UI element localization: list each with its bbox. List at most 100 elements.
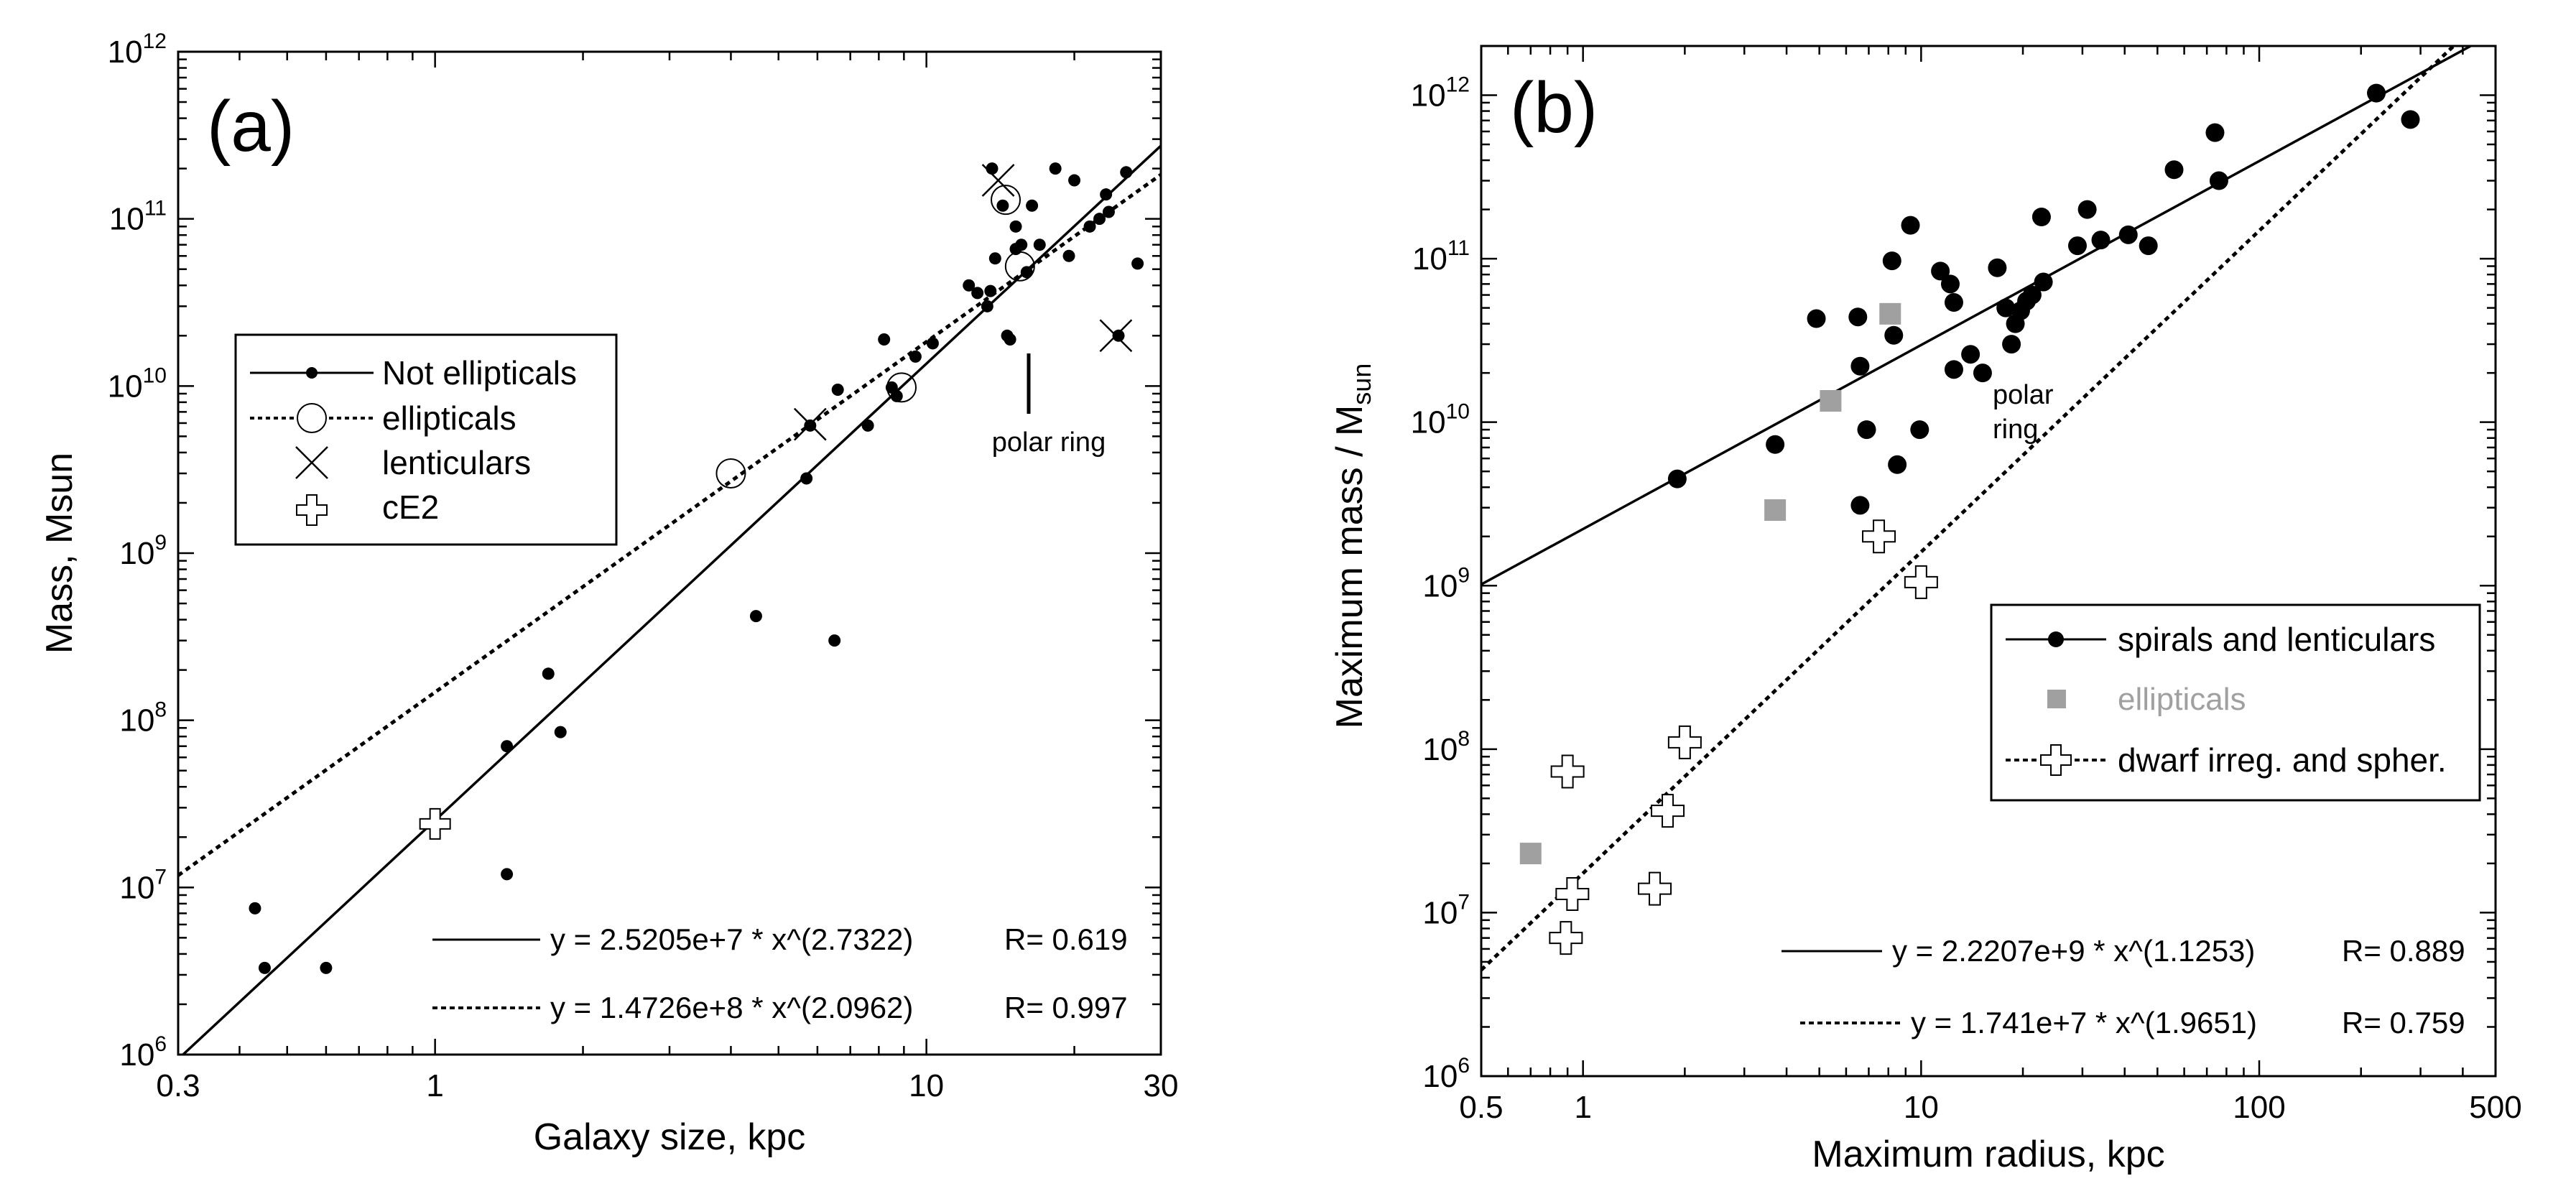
panel-b-point-open-cross	[1550, 754, 1585, 789]
panel-a-point-dot	[909, 350, 922, 363]
panel-b-x-tick-label: 0.5	[1459, 1090, 1503, 1125]
legend-b-dot-marker	[2048, 631, 2064, 647]
legend-a-open-cross-marker	[296, 494, 328, 526]
panel-b-point-dot	[2401, 110, 2420, 129]
legend-b-ellipticals: ellipticals	[2047, 682, 2246, 717]
panel-b-legend-box	[1990, 603, 2481, 802]
panel-b-y-tick-label: 1011	[1412, 236, 1470, 277]
panel-b-y-tick-label: 107	[1422, 890, 1470, 930]
panel-a-polar-ring-label: polar ring	[992, 427, 1106, 458]
panel-a-point-open-cross	[419, 807, 451, 840]
panel-b-y-tick-exp: 10	[1446, 400, 1470, 424]
panel-b-fit-lines	[1481, 46, 2474, 972]
panel-b-fit-group	[1481, 46, 2474, 972]
panel-b-label: (b)	[1510, 68, 1598, 148]
panel-a-y-tick-exp: 6	[154, 1032, 167, 1056]
panel-a-y-tick-base: 10	[109, 202, 144, 237]
panel-a-fit-lines	[178, 144, 1161, 1055]
panel-a-point-dot	[1004, 333, 1016, 346]
panel-b-point-dot	[1901, 216, 1920, 235]
panel-b-point-dot	[1944, 360, 1963, 379]
legend-a-label-1: ellipticals	[382, 399, 516, 437]
panel-b-points	[1519, 83, 2420, 955]
panel-b-point-dot	[2091, 231, 2111, 250]
panel-a-point-dot	[878, 333, 891, 346]
panel-a-legend: Not ellipticals ellipticals lenticulars …	[234, 333, 618, 546]
panel-b-y-tick-label: 108	[1422, 727, 1470, 767]
panel-b-point-dot	[1931, 261, 1950, 281]
panel-a-y-tick-label: 109	[119, 531, 167, 571]
panel-b-y-tick-exp: 12	[1446, 73, 1470, 97]
panel-a-point-dot	[1049, 162, 1062, 175]
panel-a-y-tick-exp: 7	[154, 865, 167, 889]
panel-b-eq1-r: R= 0.889	[2342, 934, 2465, 968]
legend-a-not-ellipticals: Not ellipticals	[250, 354, 577, 392]
panel-a-y-tick-label: 106	[119, 1032, 167, 1073]
panel-b-y-tick-exp: 6	[1458, 1054, 1470, 1078]
panel-b-x-axis-title: Maximum radius, kpc	[1812, 1134, 2164, 1175]
panel-a-point-dot	[1062, 249, 1075, 262]
panel-b-x-tick-label: 1	[1574, 1090, 1591, 1125]
legend-b-gray-square-marker	[2047, 690, 2066, 708]
panel-a-eq2-r: R= 0.997	[1004, 991, 1128, 1024]
panel-a-point-dot	[1120, 166, 1133, 179]
panel-b-point-dot	[1888, 455, 1907, 474]
panel-a-fit-equations: y = 2.5205e+7 * x^(2.7322) R= 0.619 y = …	[432, 922, 1128, 1024]
panel-a-point-dot	[828, 634, 841, 647]
panel-a-y-axis-title: Mass, Msun	[39, 453, 80, 654]
panel-a-frame	[177, 50, 1162, 1056]
legend-a-label-3: cE2	[382, 488, 439, 526]
panel-a-point-dot	[1033, 239, 1046, 251]
panel-b-point-dot	[1910, 420, 1929, 440]
panel-b-point-dot	[1944, 292, 1963, 312]
panel-b-point-gray-square	[1879, 302, 1901, 325]
panel-b-point-dot	[2139, 236, 2158, 256]
panel-b-y-tick-exp: 9	[1458, 563, 1470, 587]
panel-b-x-tick-label: 100	[2233, 1090, 2285, 1125]
panel-a-x-tick-label: 1	[426, 1068, 443, 1103]
panel-b-point-dot	[2022, 285, 2042, 305]
panel-a-point-dot	[554, 726, 567, 738]
panel-b-point-gray-square	[1820, 390, 1842, 412]
panel-a-point-dot	[831, 384, 844, 397]
panel-a-x-tick-label: 10	[909, 1068, 944, 1103]
legend-b-open-cross-marker	[2040, 744, 2072, 776]
panel-a-y-tick-exp: 8	[154, 698, 167, 722]
panel-b-y-axis-title: Maximum mass / Msun	[1329, 363, 1376, 729]
panel-a-point-dot	[1020, 266, 1033, 279]
panel-b-ring-label: ring	[1993, 415, 2038, 445]
legend-a-label-0: Not ellipticals	[382, 354, 577, 392]
panel-a-point-dot	[926, 337, 939, 350]
panel-b-point-dot	[2031, 207, 2051, 226]
panel-a-point-dot	[984, 284, 997, 297]
panel-a-point-dot	[971, 287, 984, 300]
panel-a-point-dot	[501, 740, 514, 753]
panel-a-point-open-circle	[1004, 251, 1035, 282]
panel-b-point-gray-square	[1764, 499, 1787, 522]
panel-b-y-tick-label: 109	[1422, 563, 1470, 603]
panel-b-point-dot	[1884, 325, 1904, 345]
panel-b-point-open-cross	[1667, 725, 1702, 759]
panel-b-x-tick-label: 500	[2469, 1090, 2521, 1125]
panel-b-point-dot	[1940, 274, 1960, 294]
legend-a-open-circle-marker	[297, 403, 327, 433]
legend-b-label-2: dwarf irreg. and spher.	[2118, 741, 2447, 779]
panel-a-y-tick-base: 10	[119, 536, 154, 571]
panel-a-y-tick-base: 10	[108, 369, 143, 404]
panel-b-point-dot	[2067, 236, 2087, 256]
panel-b-y-tick-base: 10	[1422, 732, 1458, 767]
panel-b-point-dot	[1961, 345, 1980, 364]
panel-a-y-tick-label: 1012	[108, 29, 167, 70]
panel-b-point-dot	[2205, 123, 2225, 142]
panel-b-y-tick-exp: 7	[1458, 890, 1470, 914]
legend-b-label-0: spirals and lenticulars	[2118, 621, 2435, 658]
panel-a-y-tick-label: 1010	[108, 363, 167, 404]
panel-a-point-dot	[1083, 220, 1096, 233]
panel-a-point-open-circle	[886, 372, 917, 403]
panel-a-point-dot	[1131, 257, 1144, 270]
panel-b-frame	[1480, 45, 2497, 1078]
panel-a-point-dot	[320, 961, 333, 974]
